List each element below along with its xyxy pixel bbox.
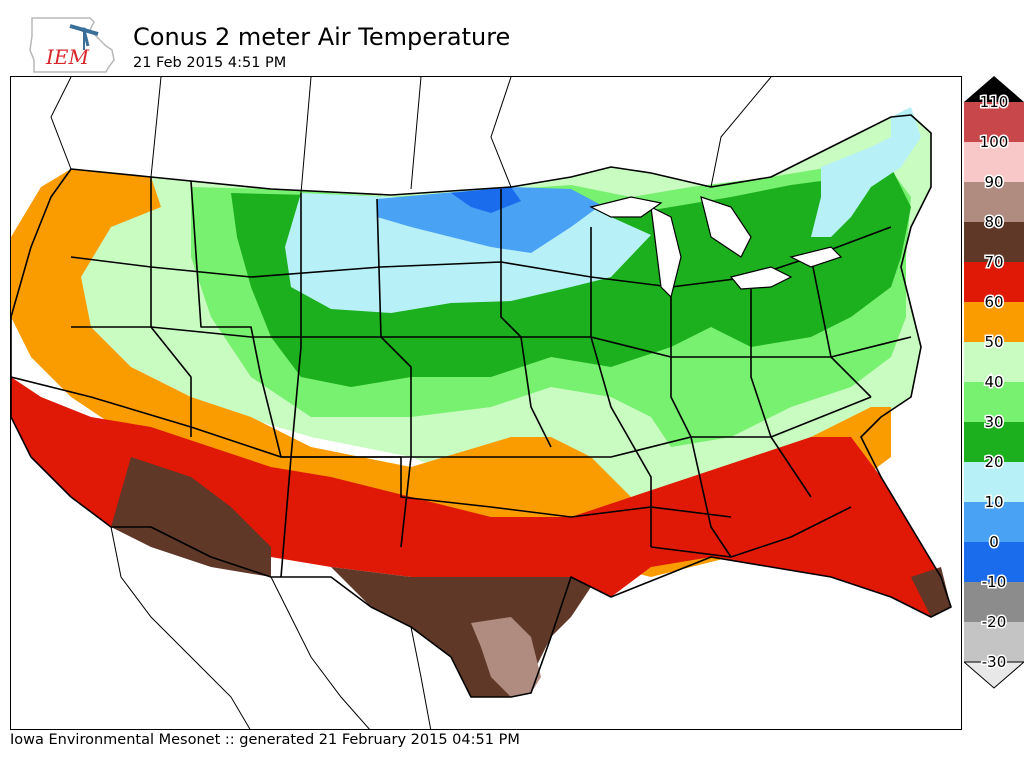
legend-label: -10 (982, 573, 1007, 591)
legend-label: 100 (980, 133, 1009, 151)
legend-swatch (964, 342, 1024, 382)
legend-label: 60 (984, 293, 1003, 311)
legend-label: 20 (984, 453, 1003, 471)
legend-label: 110 (980, 93, 1009, 111)
page-subtitle: 21 Feb 2015 4:51 PM (133, 55, 287, 71)
great-lakes (589, 196, 843, 299)
page-title: Conus 2 meter Air Temperature (133, 23, 511, 51)
legend-swatch (964, 422, 1024, 462)
legend-label: 0 (989, 533, 999, 551)
legend-swatch (964, 462, 1024, 502)
legend-swatch (964, 102, 1024, 142)
temperature-legend: 110 100 90 80 70 60 50 40 30 20 10 0 -10 -20 -30 (964, 76, 1024, 692)
band-0-10 (377, 187, 601, 253)
legend-label: 80 (984, 213, 1003, 231)
legend-swatch (964, 622, 1024, 662)
legend-label: -30 (982, 653, 1007, 671)
band-neg10-0 (451, 187, 521, 213)
band-70-80-west (111, 457, 271, 577)
legend-swatch (964, 302, 1024, 342)
band-60-70 (11, 377, 951, 617)
band-80-90 (471, 617, 541, 697)
state-boundaries (11, 114, 952, 698)
legend-label: 90 (984, 173, 1003, 191)
logo-text: IEM (45, 45, 90, 69)
legend-swatch (964, 382, 1024, 422)
map-canvas (11, 77, 961, 729)
legend-swatch (964, 182, 1024, 222)
windmill-icon (69, 24, 99, 50)
legend-top-arrow (964, 76, 1024, 102)
temperature-map (10, 76, 962, 730)
legend-label: 10 (984, 493, 1003, 511)
band-10-20-east (811, 107, 921, 237)
legend-swatch (964, 582, 1024, 622)
legend-swatch (964, 502, 1024, 542)
legend-label: -20 (982, 613, 1007, 631)
legend-label: 30 (984, 413, 1003, 431)
legend-swatch (964, 542, 1024, 582)
legend-label: 70 (984, 253, 1003, 271)
legend-label: 50 (984, 333, 1003, 351)
legend-swatch (964, 262, 1024, 302)
iem-logo: IEM (28, 16, 120, 74)
legend-swatch (964, 142, 1024, 182)
legend-label: 40 (984, 373, 1003, 391)
international-boundaries (50, 77, 772, 729)
legend-bottom-arrow (964, 661, 1024, 689)
legend-swatch (964, 222, 1024, 262)
footer-credit: Iowa Environmental Mesonet :: generated … (10, 732, 520, 748)
